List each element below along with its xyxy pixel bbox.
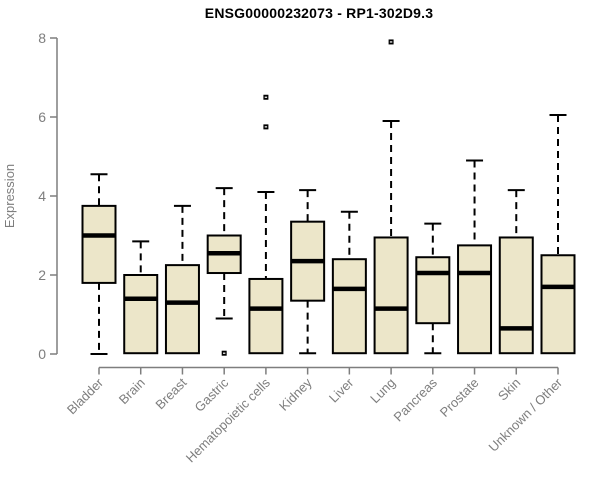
box-lung xyxy=(373,236,409,355)
box-bladder xyxy=(81,204,117,284)
box-prostate xyxy=(457,244,493,355)
box-breast xyxy=(164,264,200,355)
box-unknown-other xyxy=(540,254,576,355)
outlier-center-lung-0 xyxy=(389,41,393,43)
x-tick-label-bladder: Bladder xyxy=(64,375,107,418)
outlier-center-hematopoietic-cells-1 xyxy=(264,96,268,98)
y-tick-label-2: 2 xyxy=(38,267,46,283)
box-skin xyxy=(498,236,534,355)
x-tick-label-brain: Brain xyxy=(116,375,148,407)
box-brain xyxy=(123,274,159,355)
x-tick-label-prostate: Prostate xyxy=(437,375,482,420)
outlier-center-hematopoietic-cells-0 xyxy=(264,126,268,128)
x-tick-label-kidney: Kidney xyxy=(276,375,315,414)
box-liver xyxy=(331,258,367,355)
x-tick-label-lung: Lung xyxy=(367,375,398,406)
y-tick-label-0: 0 xyxy=(38,346,46,362)
box-pancreas xyxy=(415,256,451,325)
y-axis-label: Expression xyxy=(2,164,17,228)
y-tick-label-6: 6 xyxy=(38,109,46,125)
x-tick-label-gastric: Gastric xyxy=(192,375,232,415)
chart-title: ENSG00000232073 - RP1-302D9.3 xyxy=(204,5,434,21)
x-tick-label-pancreas: Pancreas xyxy=(390,375,440,425)
y-tick-label-4: 4 xyxy=(38,188,46,204)
x-tick-label-skin: Skin xyxy=(495,375,523,403)
box-hematopoietic-cells xyxy=(248,277,284,355)
outlier-center-gastric-0 xyxy=(222,352,226,354)
y-tick-label-8: 8 xyxy=(38,30,46,46)
x-tick-label-unknown-other: Unknown / Other xyxy=(486,375,566,455)
x-tick-label-breast: Breast xyxy=(152,375,189,412)
x-tick-label-liver: Liver xyxy=(326,375,357,406)
